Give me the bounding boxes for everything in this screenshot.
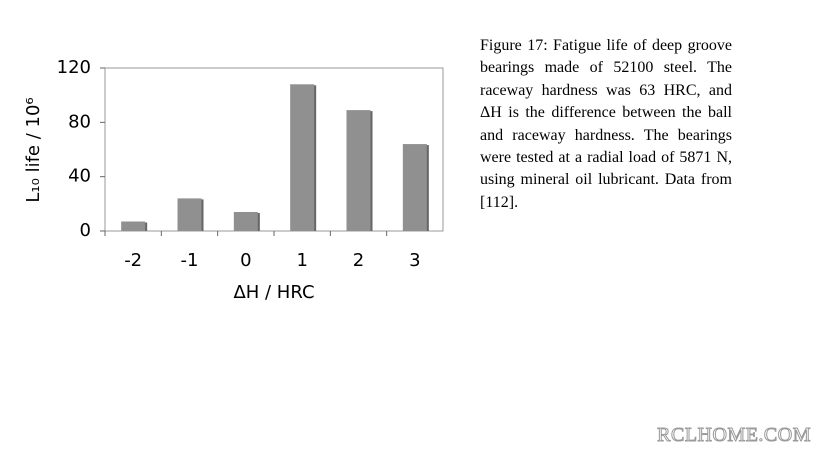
y-tick-label: 120: [57, 57, 91, 78]
x-axis-label: ΔH / HRC: [233, 282, 314, 303]
y-tick-label: 0: [80, 220, 91, 241]
y-axis-label: L₁₀ life / 10⁶: [23, 97, 44, 202]
y-tick-label: 40: [68, 166, 91, 187]
bar: [290, 84, 315, 231]
x-tick-label: 3: [409, 250, 420, 271]
plot-frame: [104, 67, 444, 232]
y-tick-label: 80: [68, 111, 91, 132]
x-tick-label: 1: [296, 250, 307, 271]
x-tick-label: -2: [124, 250, 142, 271]
x-tick-label: -1: [181, 250, 199, 271]
chart: ΔH / HRC L₁₀ life / 10⁶ 0 40 80 120 -2 -1 0 1 2 3: [23, 57, 444, 303]
bar: [121, 221, 146, 231]
bar: [346, 110, 371, 231]
x-tick-label: 0: [240, 250, 251, 271]
caption: Figure 17: Fatigue life of deep groove b…: [480, 37, 732, 211]
bar: [402, 144, 427, 231]
bar: [177, 198, 202, 231]
bar: [233, 211, 258, 231]
x-tick-label: 2: [353, 250, 364, 271]
watermark: RCLHOME.COM: [657, 424, 811, 447]
